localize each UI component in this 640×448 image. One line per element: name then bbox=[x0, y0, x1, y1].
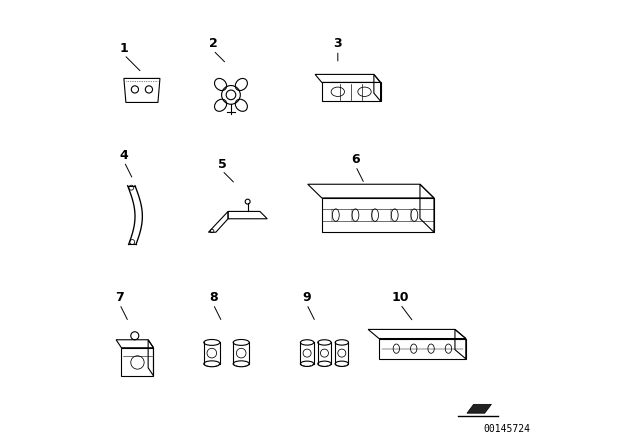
Text: 9: 9 bbox=[302, 291, 311, 304]
Text: 3: 3 bbox=[333, 37, 342, 50]
Text: 00145724: 00145724 bbox=[483, 424, 531, 434]
Text: 2: 2 bbox=[209, 37, 218, 50]
Text: 7: 7 bbox=[115, 291, 124, 304]
Polygon shape bbox=[467, 404, 492, 413]
Text: 4: 4 bbox=[120, 149, 129, 162]
Text: 10: 10 bbox=[392, 291, 409, 304]
Text: 5: 5 bbox=[218, 158, 227, 171]
Text: 1: 1 bbox=[120, 42, 129, 55]
Text: 6: 6 bbox=[351, 153, 360, 166]
Text: 8: 8 bbox=[209, 291, 218, 304]
